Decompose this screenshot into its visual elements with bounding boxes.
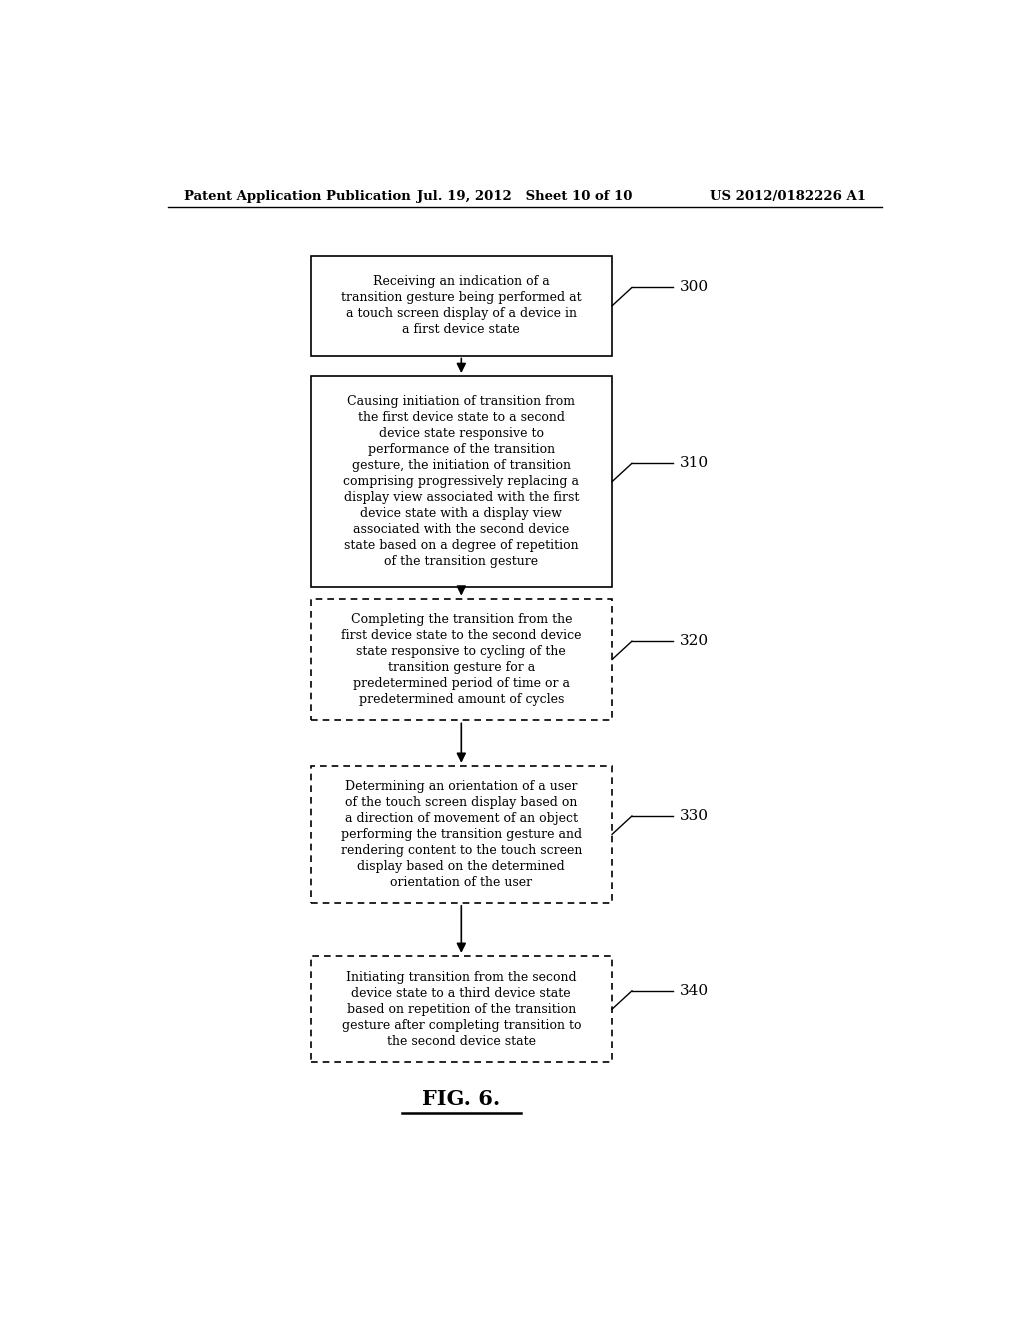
Text: 300: 300 [680,280,709,294]
Text: 330: 330 [680,809,709,822]
Bar [310,766,612,903]
Text: Causing initiation of transition from
the first device state to a second
device : Causing initiation of transition from th… [343,395,580,568]
Text: US 2012/0182226 A1: US 2012/0182226 A1 [710,190,866,202]
Text: Jul. 19, 2012   Sheet 10 of 10: Jul. 19, 2012 Sheet 10 of 10 [417,190,633,202]
Text: Patent Application Publication: Patent Application Publication [183,190,411,202]
Text: Receiving an indication of a
transition gesture being performed at
a touch scree: Receiving an indication of a transition … [341,276,582,337]
Text: Completing the transition from the
first device state to the second device
state: Completing the transition from the first… [341,612,582,706]
Text: 320: 320 [680,634,709,648]
Text: Initiating transition from the second
device state to a third device state
based: Initiating transition from the second de… [342,970,581,1048]
Text: 340: 340 [680,983,709,998]
Bar [310,256,612,355]
Text: 310: 310 [680,457,709,470]
Bar [310,956,612,1063]
Bar [310,376,612,587]
Text: FIG. 6.: FIG. 6. [422,1089,501,1109]
Text: Determining an orientation of a user
of the touch screen display based on
a dire: Determining an orientation of a user of … [341,780,582,888]
Bar [310,598,612,721]
